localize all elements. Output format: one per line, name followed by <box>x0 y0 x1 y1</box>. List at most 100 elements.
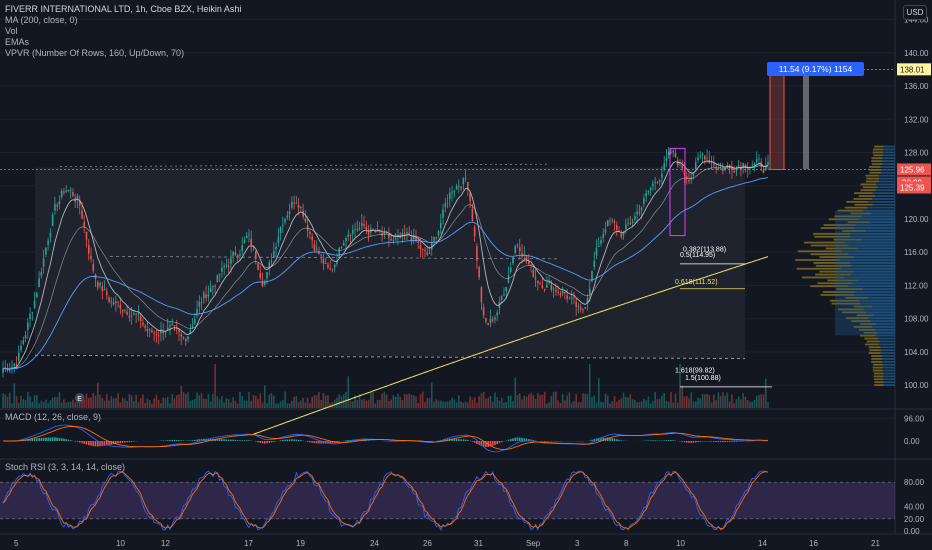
indicator-emas[interactable]: EMAs <box>5 37 30 47</box>
volume-bar <box>367 399 370 408</box>
candle-body <box>654 181 656 183</box>
macd-histogram-bar <box>532 440 535 441</box>
vpvr-down-bar <box>866 177 880 180</box>
candle-body <box>509 267 512 273</box>
candle-body <box>685 176 688 180</box>
volume-bar <box>239 391 241 408</box>
fib-label-0618: 0.618(111.52) <box>675 279 718 286</box>
macd-histogram-bar <box>218 439 221 441</box>
candle-body <box>573 297 575 299</box>
macd-histogram-bar <box>279 440 282 441</box>
candle-body <box>394 238 397 240</box>
volume-bar <box>442 401 444 408</box>
macd-histogram-bar <box>471 441 474 442</box>
macd-histogram-bar <box>722 441 724 443</box>
vpvr-down-bar <box>825 247 857 250</box>
macd-histogram-bar <box>710 441 713 442</box>
candle-body <box>207 294 210 297</box>
vpvr-down-bar <box>842 311 866 314</box>
volume-bar <box>108 400 110 408</box>
volume-bar <box>717 392 720 408</box>
volume-bar <box>629 394 632 408</box>
volume-bar <box>311 396 313 408</box>
macd-histogram-bar <box>530 439 532 441</box>
vpvr-up-bar <box>872 203 895 206</box>
volume-bar <box>419 394 422 408</box>
macd-histogram-bar <box>268 441 271 443</box>
macd-histogram-bar <box>715 441 717 442</box>
candle-body <box>582 309 584 311</box>
volume-bar <box>638 402 641 408</box>
volume-bar <box>263 385 266 408</box>
candle-body <box>681 164 684 169</box>
volume-bar <box>573 401 575 408</box>
candle-body <box>755 159 758 162</box>
macd-histogram-bar <box>708 441 711 442</box>
volume-bar <box>451 397 453 408</box>
volume-bar <box>370 392 372 408</box>
macd-histogram-bar <box>692 441 695 443</box>
candle-body <box>295 202 298 204</box>
volume-bar <box>45 399 47 408</box>
volume-bar <box>148 400 151 408</box>
volume-bar <box>487 397 489 408</box>
candle-body <box>45 247 47 255</box>
macd-histogram-bar <box>196 439 198 441</box>
candle-body <box>117 301 119 303</box>
indicator-ma200[interactable]: MA (200, close, 0) <box>5 15 78 25</box>
macd-histogram-bar <box>451 438 453 441</box>
vpvr-down-bar <box>868 352 881 354</box>
macd-histogram-bar <box>597 438 600 441</box>
indicator-vpvr[interactable]: VPVR (Number Of Rows, 160, Up/Down, 70) <box>5 48 185 58</box>
macd-histogram-bar <box>227 439 230 441</box>
macd-histogram-bar <box>525 438 528 441</box>
indicator-vol[interactable]: Vol <box>5 26 18 36</box>
volume-bar <box>40 400 43 408</box>
volume-bar <box>293 396 295 408</box>
volume-bar <box>151 403 153 408</box>
vpvr-up-bar <box>883 372 895 375</box>
candle-body <box>408 233 410 235</box>
candle-body <box>81 210 83 219</box>
candle-body <box>304 218 307 222</box>
candle-body <box>133 313 135 315</box>
candle-body <box>87 245 90 254</box>
volume-bar <box>356 400 359 408</box>
candle-body <box>688 179 690 182</box>
volume-bar <box>505 402 508 408</box>
volume-bar <box>318 392 320 408</box>
vpvr-up-bar <box>879 177 895 180</box>
volume-bar <box>406 394 408 408</box>
candle-body <box>4 367 7 369</box>
volume-bar <box>688 398 690 408</box>
candle-body <box>602 234 605 238</box>
volume-bar <box>503 402 505 408</box>
stoch-title[interactable]: Stoch RSI (3, 3, 14, 14, close) <box>5 462 126 472</box>
volume-bar <box>261 402 264 408</box>
vpvr-down-bar <box>828 218 859 221</box>
target-price-label: 138.01 <box>900 65 925 74</box>
candle-body <box>51 214 54 226</box>
macd-title[interactable]: MACD (12, 26, close, 9) <box>5 412 102 422</box>
volume-bar <box>99 394 101 408</box>
volume-bar <box>611 401 614 408</box>
volume-bar <box>128 394 131 408</box>
macd-histogram-bar <box>207 438 210 441</box>
candle-body <box>444 203 447 208</box>
candle-body <box>728 165 731 167</box>
currency-badge[interactable]: USD <box>903 5 927 20</box>
stoch-tick-label: 20.00 <box>904 515 925 524</box>
volume-bar <box>661 395 663 408</box>
volume-bar <box>731 394 733 408</box>
projection-box <box>769 68 785 170</box>
volume-bar <box>65 402 67 408</box>
candle-body <box>494 317 496 320</box>
candle-body <box>742 163 744 167</box>
volume-bar <box>525 396 528 408</box>
volume-bar <box>376 399 379 408</box>
volume-bar <box>51 397 54 408</box>
volume-bar <box>259 393 262 408</box>
volume-bar <box>304 402 307 408</box>
vpvr-up-bar <box>873 314 895 317</box>
